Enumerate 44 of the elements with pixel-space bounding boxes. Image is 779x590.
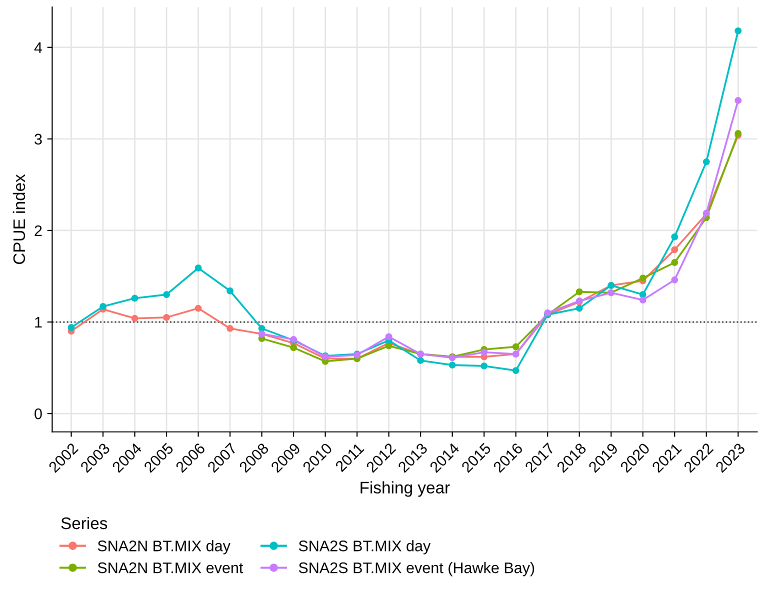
x-axis-title: Fishing year: [360, 481, 450, 497]
legend-label: SNA2S BT.MIX day: [298, 540, 431, 554]
y-tick-label: 0: [34, 408, 42, 420]
point: [226, 287, 234, 294]
point: [480, 348, 488, 356]
point: [417, 356, 424, 364]
point: [258, 324, 266, 332]
point: [576, 304, 583, 312]
point: [163, 314, 170, 321]
point: [290, 344, 298, 352]
point: [639, 274, 646, 282]
point: [385, 342, 392, 350]
point: [671, 233, 678, 240]
point: [512, 367, 520, 374]
y-tick-label: 1: [35, 317, 42, 328]
y-tick-label: 3: [34, 134, 42, 145]
point: [385, 333, 392, 340]
point: [100, 302, 106, 310]
point: [163, 291, 170, 298]
legend-label: SNA2N BT.MIX event: [98, 562, 244, 574]
point: [512, 343, 520, 350]
y-tick-label: 2: [34, 225, 42, 236]
point: [68, 324, 75, 331]
point: [734, 96, 742, 104]
y-tick-label: 4: [34, 42, 42, 53]
point: [671, 246, 678, 254]
point: [702, 158, 710, 166]
point: [131, 294, 138, 302]
point: [671, 276, 678, 284]
point: [226, 324, 234, 332]
legend-title: Series: [61, 516, 108, 530]
legend-label: SNA2N BT.MIX day: [98, 540, 230, 554]
point: [448, 362, 456, 369]
point: [671, 259, 678, 266]
point: [734, 27, 742, 34]
point: [639, 291, 646, 298]
point: [576, 288, 583, 296]
point: [194, 304, 202, 312]
point: [480, 362, 488, 370]
point: [639, 296, 646, 304]
point: [194, 264, 202, 272]
y-axis-title: CPUE index: [12, 174, 26, 264]
legend-label: SNA2S BT.MIX event (Hawke Bay): [298, 562, 534, 576]
point: [131, 314, 138, 322]
